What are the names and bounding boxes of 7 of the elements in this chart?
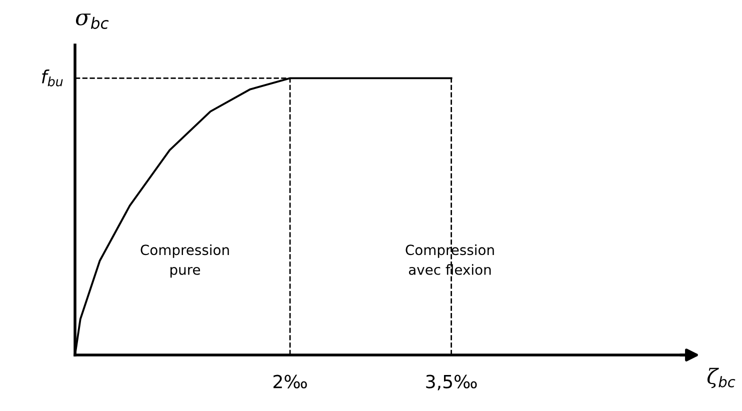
x-axis-title: ζ$_{bc}$ [707, 368, 736, 388]
x-tick-label: 2‰ [274, 374, 307, 388]
annotation: Compression pure [140, 244, 229, 278]
x-tick-label: 3,5‰ [426, 374, 477, 390]
y-axis-title: σ$_{bc}$ [76, 14, 109, 29]
ref-line-label: f$_{bu}$ [42, 69, 63, 86]
annotation: Compression avec flexion [406, 244, 494, 275]
